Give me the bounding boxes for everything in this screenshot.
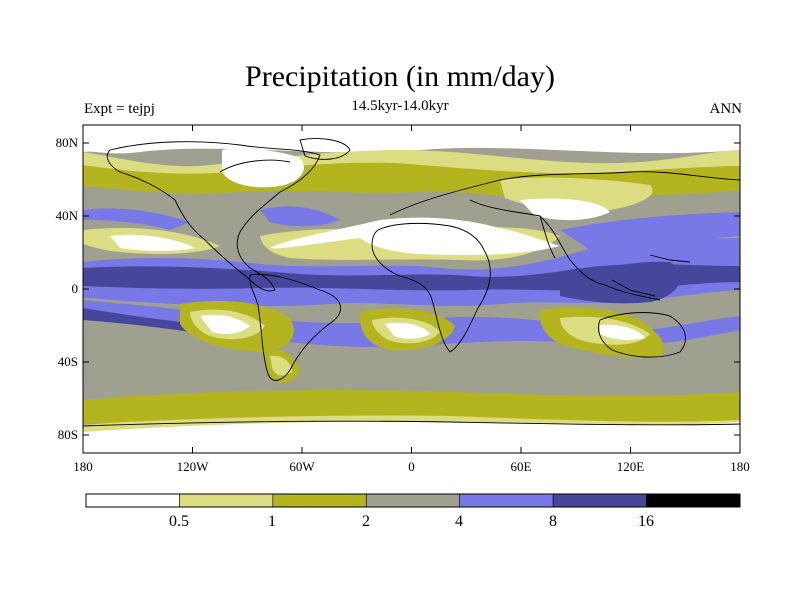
colorbar-box [179,493,274,508]
colorbar-level-label: 4 [455,513,463,530]
colorbar-box [646,493,741,508]
colorbar-box [365,493,461,508]
lat-tick-label: 40S [58,354,78,369]
colorbar [85,493,741,508]
lon-tick-label: 180 [730,459,750,474]
colorbar-box [459,493,554,508]
lat-tick-label: 80S [58,427,78,442]
lon-tick-label: 120E [617,459,645,474]
lon-tick-label: 60W [289,459,315,474]
precipitation-field [83,125,740,453]
colorbar-level-label: 2 [362,513,370,530]
lon-tick-label: 0 [408,459,415,474]
season-label: ANN [709,101,743,117]
lon-tick-label: 60E [511,459,532,474]
lat-tick-label: 0 [72,281,79,296]
lat-tick-label: 80N [56,135,79,150]
colorbar-box [552,493,647,508]
colorbar-level-label: 16 [638,513,654,530]
map-subtitle: 14.5kyr-14.0kyr [351,98,449,114]
colorbar-frame [85,493,741,508]
lon-tick-label: 120W [177,459,210,474]
tick-marks [82,125,741,453]
colorbar-level-label: 8 [549,513,557,530]
colorbar-level-label: 1 [268,513,276,530]
colorbar-box [272,493,367,508]
colorbar-level-label: 0.5 [169,513,189,530]
lat-tick-label: 40N [56,208,79,223]
map-title: Precipitation (in mm/day) [245,60,555,93]
coastlines [83,138,740,427]
colorbar-box [85,493,180,508]
lon-tick-label: 180 [73,459,93,474]
experiment-label: Expt = tejpj [84,101,155,117]
